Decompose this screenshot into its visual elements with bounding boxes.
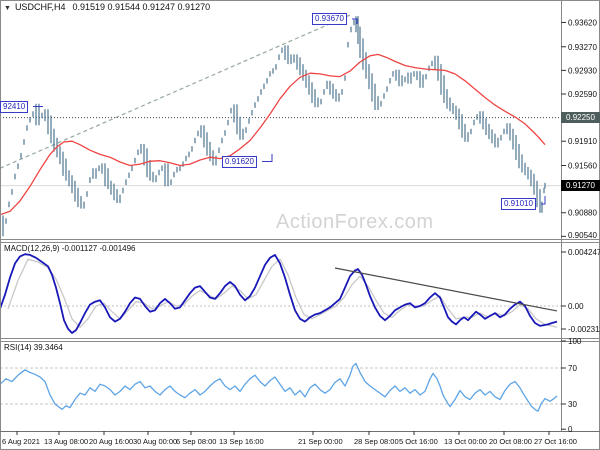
time-axis-label: 28 Sep 08:00 (354, 437, 399, 446)
symbol-dropdown-icon[interactable]: ▼ (4, 5, 11, 12)
rsi-axis-label: 30 (568, 400, 577, 409)
time-axis-label: 20 Oct 08:00 (489, 437, 532, 446)
rsi-axis-label: 70 (568, 364, 577, 373)
price-annotation-93670: 0.93670 (312, 13, 347, 25)
time-axis-label: 21 Sep 00:00 (298, 437, 343, 446)
price-axis-label: 0.91560 (568, 162, 597, 171)
annotation-connector (262, 154, 273, 162)
rising-trendline (0, 13, 353, 169)
time-axis-label: 13 Oct 00:00 (444, 437, 487, 446)
macd-axis-label: -0.002311 (568, 325, 600, 334)
time-axis-label: 6 Aug 2021 (2, 437, 40, 446)
price-annotation-91010: 0.91010 (501, 198, 536, 210)
annotation-connector (352, 18, 358, 24)
price-axis-label: 0.90540 (568, 231, 597, 240)
price-tag-level: 0.92250 (561, 112, 600, 123)
macd-axis-label: 0.004247 (568, 248, 600, 257)
price-axis-label: 0.92590 (568, 90, 597, 99)
symbol-header: ▼ USDCHF,H4 0.91519 0.91544 0.91247 0.9127… (4, 2, 210, 12)
time-axis-label: 30 Aug 00:00 (133, 437, 177, 446)
macd-panel-label: MACD(12,26,9) -0.001127 -0.001496 (4, 244, 136, 253)
price-axis-label: 0.92930 (568, 66, 597, 75)
macd-trendline (334, 267, 558, 312)
symbol-title: USDCHF,H4 (14, 2, 66, 12)
price-axis-label: 0.91910 (568, 137, 597, 146)
moving-average-line (0, 53, 546, 216)
price-tag-current: 0.91270 (561, 180, 600, 191)
rsi-panel-label: RSI(14) 39.3464 (4, 343, 63, 352)
time-axis-label: 20 Aug 16:00 (89, 437, 133, 446)
macd-main-line (0, 253, 558, 334)
time-axis-label: 5 Oct 16:00 (399, 437, 438, 446)
price-axis-label: 0.93270 (568, 43, 597, 52)
price-axis-label: 0.93620 (568, 18, 597, 27)
price-annotation-91620: 0.91620 (222, 156, 257, 168)
macd-axis-label: 0.00 (568, 302, 584, 311)
annotation-connector (541, 196, 546, 205)
rsi-axis-label: 0 (568, 425, 573, 434)
rsi-line (0, 362, 558, 412)
rsi-axis-label: 100 (568, 337, 582, 346)
watermark: ActionForex.com (276, 211, 434, 233)
time-axis-label: 6 Sep 08:00 (176, 437, 216, 446)
time-axis-label: 13 Sep 16:00 (219, 437, 264, 446)
symbol-ohlc-values: 0.91519 0.91544 0.91247 0.91270 (72, 2, 211, 12)
price-bars-series (0, 16, 546, 237)
time-axis-label: 13 Aug 08:00 (44, 437, 88, 446)
price-annotation-92410: 92410 (0, 101, 29, 113)
price-axis-label: 0.90880 (568, 209, 597, 218)
time-axis-label: 27 Oct 16:00 (534, 437, 577, 446)
